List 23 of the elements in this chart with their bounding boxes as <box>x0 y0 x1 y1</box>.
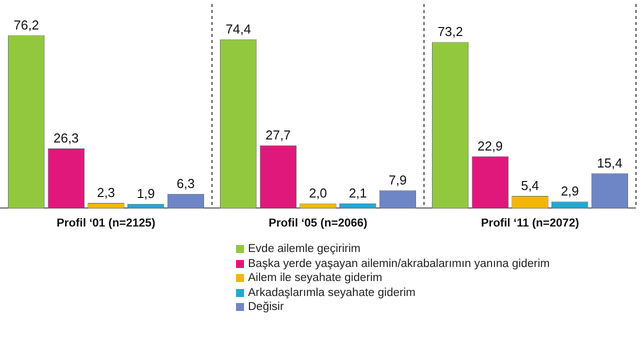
legend-label: Arkadaşlarımla seyahate giderim <box>248 286 416 299</box>
data-label: 5,4 <box>520 178 540 194</box>
data-label: 27,7 <box>265 127 291 142</box>
data-label: 2,1 <box>348 186 367 201</box>
legend-label: Evde ailemle geçiririm <box>248 243 360 256</box>
data-label: 2,0 <box>308 186 328 201</box>
data-label: 2,3 <box>96 185 116 200</box>
data-label: 73,2 <box>438 24 463 40</box>
data-label: 76,2 <box>14 17 39 32</box>
x-tick-label: Profil ‘05 (n=2066) <box>268 217 368 230</box>
data-label: 74,4 <box>226 21 251 36</box>
legend-label: Ailem ile seyahate giderim <box>248 272 382 284</box>
data-label: 1,9 <box>136 186 155 201</box>
data-label: 22,9 <box>477 138 503 154</box>
legend-label: Başka yerde yaşayan ailemin/akrabalarımın yanına giderim <box>248 258 550 270</box>
data-label: 15,4 <box>597 155 622 170</box>
data-label: 6,3 <box>176 176 195 191</box>
legend-label: Değisir <box>248 301 284 314</box>
data-label: 26,3 <box>53 130 79 146</box>
data-label: 2,9 <box>560 184 579 199</box>
data-label: 7,9 <box>388 172 407 188</box>
x-tick-label: Profil ‘11 (n=2072) <box>480 217 580 230</box>
x-tick-label: Profil ‘01 (n=2125) <box>56 217 156 230</box>
